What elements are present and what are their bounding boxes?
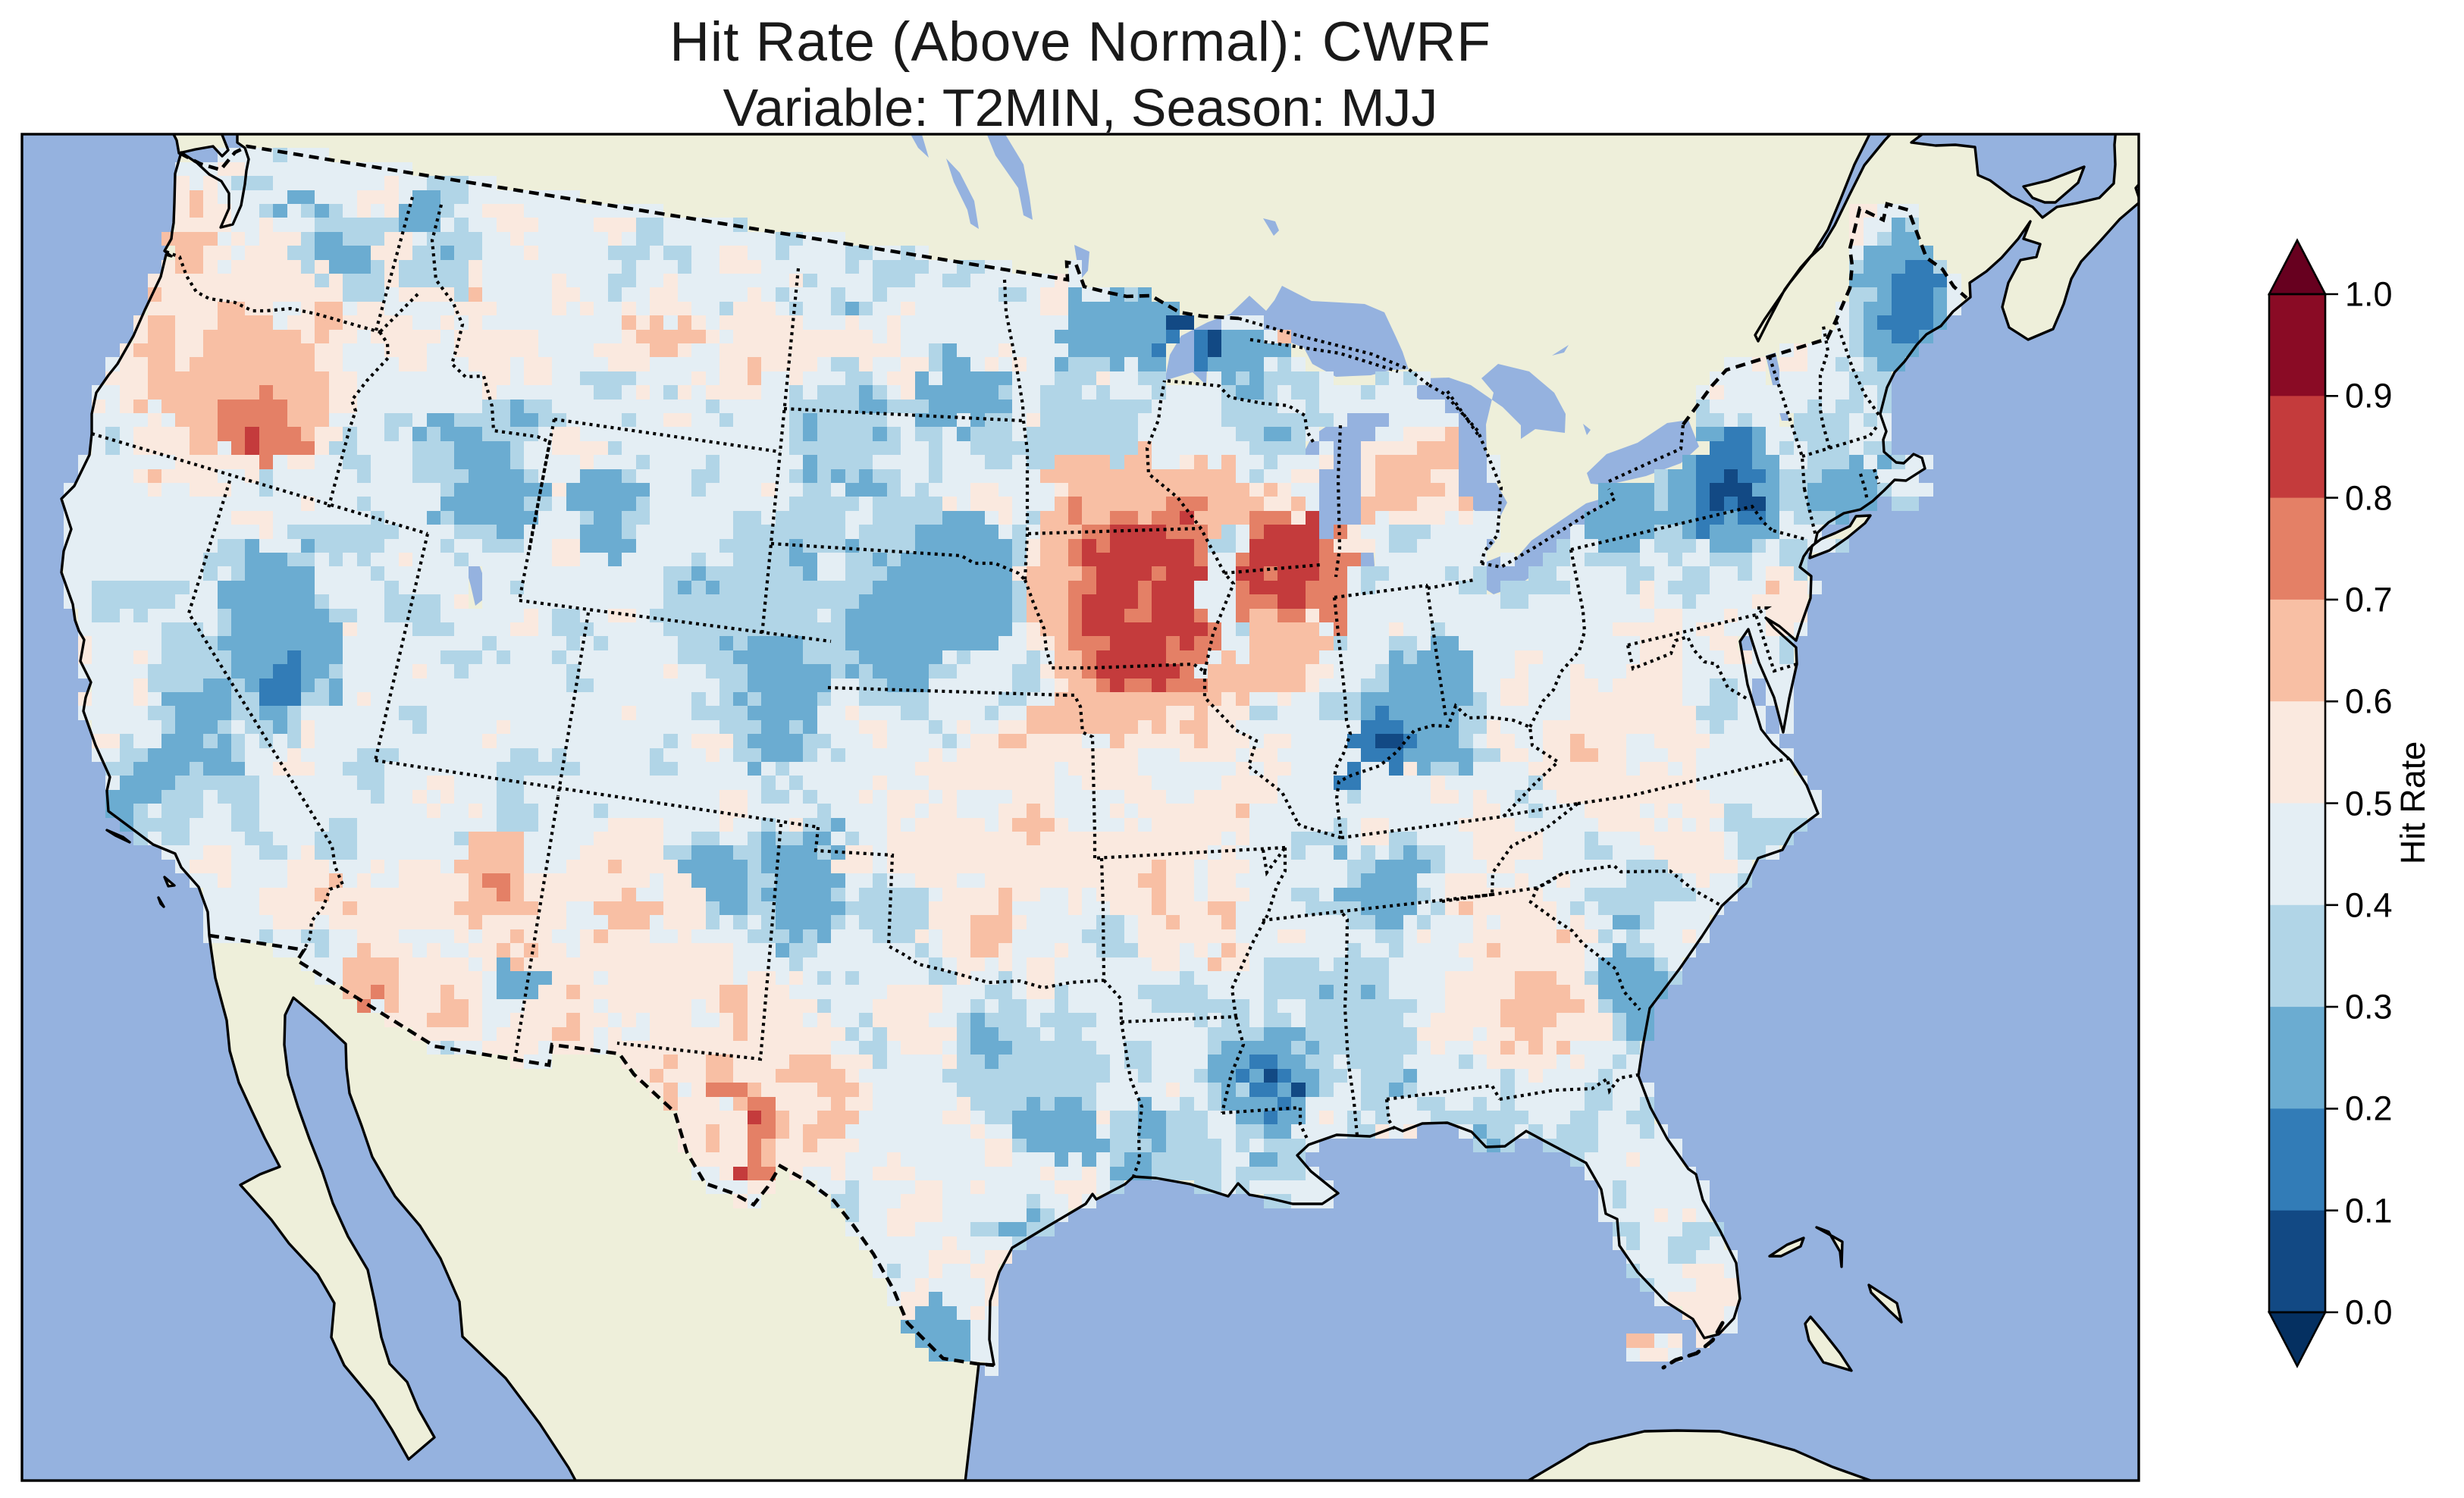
svg-text:0.9: 0.9 [2345,377,2393,415]
svg-text:1.0: 1.0 [2345,275,2393,314]
svg-text:0.7: 0.7 [2345,581,2393,619]
svg-text:Variable: T2MIN, Season: MJJ: Variable: T2MIN, Season: MJJ [723,78,1438,137]
svg-text:0.8: 0.8 [2345,479,2393,518]
svg-text:0.5: 0.5 [2345,785,2393,823]
svg-text:Hit Rate: Hit Rate [2393,741,2432,865]
svg-text:0.1: 0.1 [2345,1192,2393,1230]
svg-text:0.2: 0.2 [2345,1089,2393,1128]
svg-text:Hit Rate (Above Normal): CWRF: Hit Rate (Above Normal): CWRF [669,11,1491,73]
svg-text:0.3: 0.3 [2345,988,2393,1026]
svg-text:0.4: 0.4 [2345,886,2393,925]
svg-text:0.6: 0.6 [2345,682,2393,721]
svg-text:0.0: 0.0 [2345,1293,2393,1332]
